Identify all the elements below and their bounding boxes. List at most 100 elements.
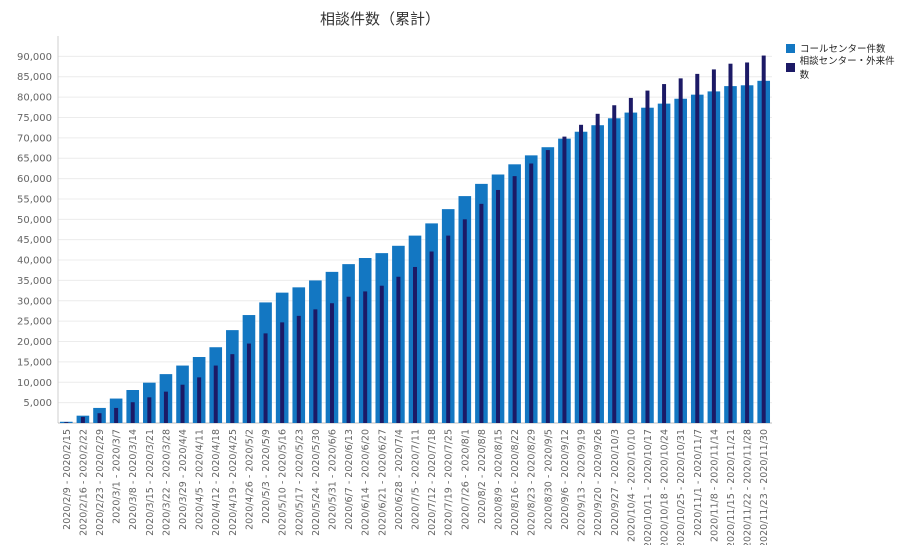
x-tick-label: 2020/8/2 - 2020/8/8	[477, 429, 488, 524]
y-tick-label: 90,000	[17, 52, 52, 63]
x-tick-label: 2020/10/18 - 2020/10/24	[660, 429, 671, 545]
bar-consultation[interactable]	[695, 73, 700, 424]
bar-consultation[interactable]	[462, 219, 467, 423]
bar-consultation[interactable]	[97, 413, 102, 423]
bar-consultation[interactable]	[745, 62, 750, 424]
x-tick-label: 2020/9/6 - 2020/9/12	[560, 429, 571, 530]
bar-consultation[interactable]	[246, 343, 251, 423]
x-tick-label: 2020/10/11 - 2020/10/17	[643, 429, 654, 545]
bar-consultation[interactable]	[280, 322, 285, 423]
x-tick-label: 2020/9/13 - 2020/9/19	[577, 429, 588, 536]
bar-consultation[interactable]	[213, 365, 218, 423]
x-tick-label: 2020/11/1 - 2020/11/7	[693, 429, 704, 536]
bar-consultation[interactable]	[396, 276, 401, 423]
bar-consultation[interactable]	[628, 97, 633, 424]
x-tick-label: 2020/11/22 - 2020/11/28	[743, 429, 754, 545]
bar-consultation[interactable]	[147, 397, 152, 423]
y-tick-label: 80,000	[17, 93, 52, 104]
bar-consultation[interactable]	[180, 384, 185, 423]
x-tick-label: 2020/3/29 - 2020/4/4	[178, 429, 189, 530]
y-tick-label: 15,000	[17, 357, 52, 368]
bar-consultation[interactable]	[545, 150, 550, 423]
bar-consultation[interactable]	[711, 69, 716, 424]
legend-label-consultation: 相談センター・外来件数	[799, 56, 895, 81]
chart-title: 相談件数（累計）	[319, 10, 440, 28]
x-tick-label: 2020/3/22 - 2020/3/28	[161, 429, 172, 536]
bar-consultation[interactable]	[512, 176, 517, 423]
y-tick-label: 30,000	[17, 296, 52, 307]
y-tick-label: 60,000	[17, 174, 52, 185]
x-tick-label: 2020/11/8 - 2020/11/14	[709, 429, 720, 542]
legend-item-call-center[interactable]: コールセンター件数	[786, 40, 899, 56]
x-tick-label: 2020/5/17 - 2020/5/23	[294, 429, 305, 536]
x-tick-label: 2020/6/28 - 2020/7/4	[394, 429, 405, 530]
x-tick-label: 2020/4/12 - 2020/4/18	[211, 429, 222, 536]
legend-swatch-consultation	[786, 62, 795, 72]
bar-consultation[interactable]	[130, 402, 135, 423]
bar-consultation[interactable]	[329, 303, 334, 423]
bar-consultation[interactable]	[313, 309, 318, 423]
y-tick-label: 50,000	[17, 215, 52, 226]
x-tick-label: 2020/8/16 - 2020/8/22	[510, 429, 521, 536]
x-tick-label: 2020/11/23 - 2020/11/30	[759, 429, 770, 545]
x-tick-label: 2020/8/23 - 2020/8/29	[527, 429, 538, 536]
x-tick-label: 2020/4/19 - 2020/4/25	[228, 429, 239, 536]
bar-consultation[interactable]	[595, 113, 600, 423]
x-tick-label: 2020/9/27 - 2020/10/3	[610, 429, 621, 536]
x-tick-label: 2020/4/26 - 2020/5/2	[244, 429, 255, 530]
y-tick-label: 65,000	[17, 154, 52, 165]
bar-consultation[interactable]	[197, 377, 202, 423]
legend-swatch-call-center	[786, 43, 795, 53]
bar-consultation[interactable]	[296, 315, 301, 423]
bar-consultation[interactable]	[429, 251, 434, 423]
x-tick-label: 2020/5/24 - 2020/5/30	[311, 429, 322, 536]
y-tick-label: 70,000	[17, 133, 52, 144]
bar-consultation[interactable]	[64, 422, 69, 423]
bar-consultation[interactable]	[579, 124, 584, 424]
x-tick-label: 2020/3/8 - 2020/3/14	[128, 429, 139, 530]
bar-consultation[interactable]	[529, 163, 534, 423]
x-tick-label: 2020/8/30 - 2020/9/5	[543, 429, 554, 530]
x-tick-label: 2020/5/31 - 2020/6/6	[327, 429, 338, 530]
x-tick-label: 2020/10/25 - 2020/10/31	[676, 429, 687, 545]
bar-consultation[interactable]	[446, 235, 451, 423]
bar-consultation[interactable]	[363, 291, 368, 423]
bar-consultation[interactable]	[413, 266, 417, 423]
bar-consultation[interactable]	[163, 391, 168, 423]
bar-consultation[interactable]	[80, 416, 85, 423]
x-tick-label: 2020/4/5 - 2020/4/11	[195, 429, 206, 530]
bar-consultation[interactable]	[761, 55, 766, 424]
y-tick-label: 25,000	[17, 317, 52, 328]
legend-label-call-center: コールセンター件数	[800, 44, 886, 55]
x-tick-label: 2020/6/7 - 2020/6/13	[344, 429, 355, 530]
x-tick-label: 2020/9/20 - 2020/9/26	[593, 429, 604, 536]
y-tick-label: 10,000	[17, 378, 52, 389]
bar-consultation[interactable]	[562, 136, 567, 423]
y-tick-label: 45,000	[17, 235, 52, 246]
bar-consultation[interactable]	[479, 203, 484, 423]
bar-consultation[interactable]	[230, 354, 235, 423]
x-tick-label: 2020/11/15 - 2020/11/21	[726, 429, 737, 545]
bar-consultation[interactable]	[645, 90, 650, 423]
x-tick-label: 2020/6/21 - 2020/6/27	[377, 429, 388, 536]
legend-item-consultation[interactable]: 相談センター・外来件数	[786, 56, 899, 81]
x-tick-label: 2020/5/10 - 2020/5/16	[278, 429, 289, 536]
bar-consultation[interactable]	[496, 189, 501, 423]
y-tick-label: 55,000	[17, 194, 52, 205]
x-tick-label: 2020/2/16 - 2020/2/22	[78, 429, 89, 536]
y-tick-label: 40,000	[17, 256, 52, 267]
x-tick-label: 2020/7/26 - 2020/8/1	[460, 429, 471, 530]
bar-consultation[interactable]	[662, 84, 667, 424]
bar-consultation[interactable]	[678, 78, 683, 423]
bar-consultation[interactable]	[346, 296, 351, 423]
bar-consultation[interactable]	[612, 105, 617, 424]
bar-consultation[interactable]	[379, 285, 384, 423]
y-tick-label: 20,000	[17, 337, 52, 348]
x-tick-label: 2020/8/9 - 2020/8/15	[494, 429, 505, 530]
bar-consultation[interactable]	[728, 63, 733, 424]
x-tick-label: 2020/5/3 - 2020/5/9	[261, 429, 272, 524]
y-tick-label: 85,000	[17, 72, 52, 83]
bar-consultation[interactable]	[114, 407, 119, 423]
bar-consultation[interactable]	[263, 333, 268, 423]
